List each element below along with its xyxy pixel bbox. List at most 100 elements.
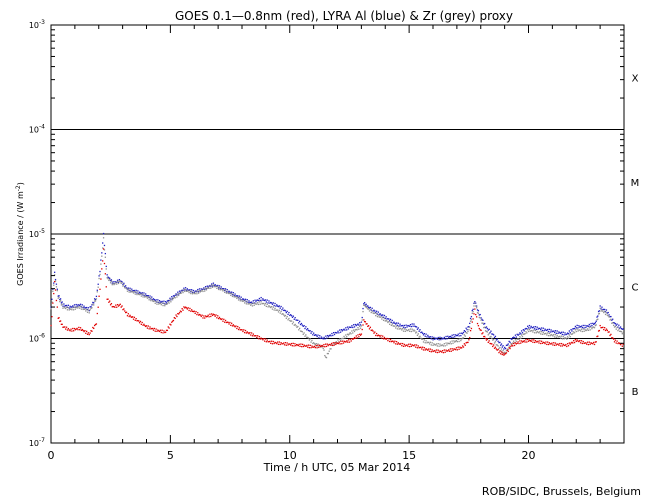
data-point [70,306,72,308]
data-point [299,330,302,332]
data-point [310,341,312,343]
data-point [287,313,289,316]
data-point [233,325,235,327]
data-point [620,327,623,330]
data-point [619,327,621,329]
data-point [525,339,527,341]
data-point [109,279,112,282]
data-point [171,297,174,299]
data-point [79,304,81,307]
data-point [318,346,320,349]
data-point [325,345,328,348]
data-point [175,293,177,295]
data-point [161,329,163,331]
data-point [488,340,490,342]
data-point [392,325,394,327]
data-point [541,333,544,335]
data-point [451,334,453,336]
data-point [339,338,341,340]
data-point [617,326,619,328]
data-point [137,290,139,292]
data-point [305,334,307,336]
data-point [494,341,497,343]
data-point [340,338,343,340]
data-point [608,331,610,333]
data-point [130,291,132,293]
data-point [355,328,357,331]
data-point [357,334,359,336]
data-point [510,345,512,347]
data-point [187,307,189,309]
data-point [120,280,122,283]
data-point [385,319,387,321]
data-point [589,343,591,345]
data-point [564,344,566,347]
data-point [408,345,411,348]
data-point [530,340,532,343]
data-point [51,316,53,318]
data-point [515,343,517,345]
data-point [370,309,372,311]
data-point [227,292,229,294]
data-point [254,302,256,305]
data-point [486,338,489,340]
data-point [382,338,385,340]
data-point [308,347,311,349]
data-point [203,288,205,290]
data-point [103,244,106,247]
data-point [462,346,465,348]
data-point [507,343,509,345]
data-point [443,349,445,351]
data-point [361,319,363,321]
data-point [303,324,305,327]
data-point [558,344,560,346]
data-point [514,339,517,341]
data-point [550,329,552,331]
data-point [53,284,55,286]
data-point [514,342,517,344]
data-point [421,338,423,340]
data-point [442,345,445,347]
data-point [115,282,117,284]
data-point [430,351,432,353]
data-point [506,349,509,351]
data-point [392,322,394,324]
data-point [77,307,79,309]
data-point [359,325,361,328]
data-point [190,292,192,295]
data-point [547,332,549,334]
data-point [369,326,372,328]
data-point [467,326,469,328]
data-point [585,329,587,332]
data-point [204,288,206,291]
data-point [151,327,153,330]
data-point [539,327,541,330]
data-point [523,333,525,335]
data-point [619,326,622,328]
data-point [244,300,247,302]
data-point [412,330,414,332]
data-point [234,326,236,328]
data-point [60,302,63,304]
data-point [68,329,70,331]
data-point [143,323,145,325]
data-point [345,327,347,329]
data-point [278,341,281,343]
data-point [253,302,255,304]
data-point [62,307,64,309]
data-point [561,345,564,347]
data-point [262,298,264,300]
data-point [439,336,441,338]
data-point [445,335,447,338]
data-point [236,297,238,300]
data-point [104,252,107,255]
data-point [448,337,450,339]
data-point [618,342,620,344]
data-point [305,326,307,328]
data-point [81,304,83,306]
data-point [273,309,275,311]
data-point [151,300,154,302]
data-point [140,295,142,297]
data-point [55,299,58,302]
data-point [358,324,360,326]
